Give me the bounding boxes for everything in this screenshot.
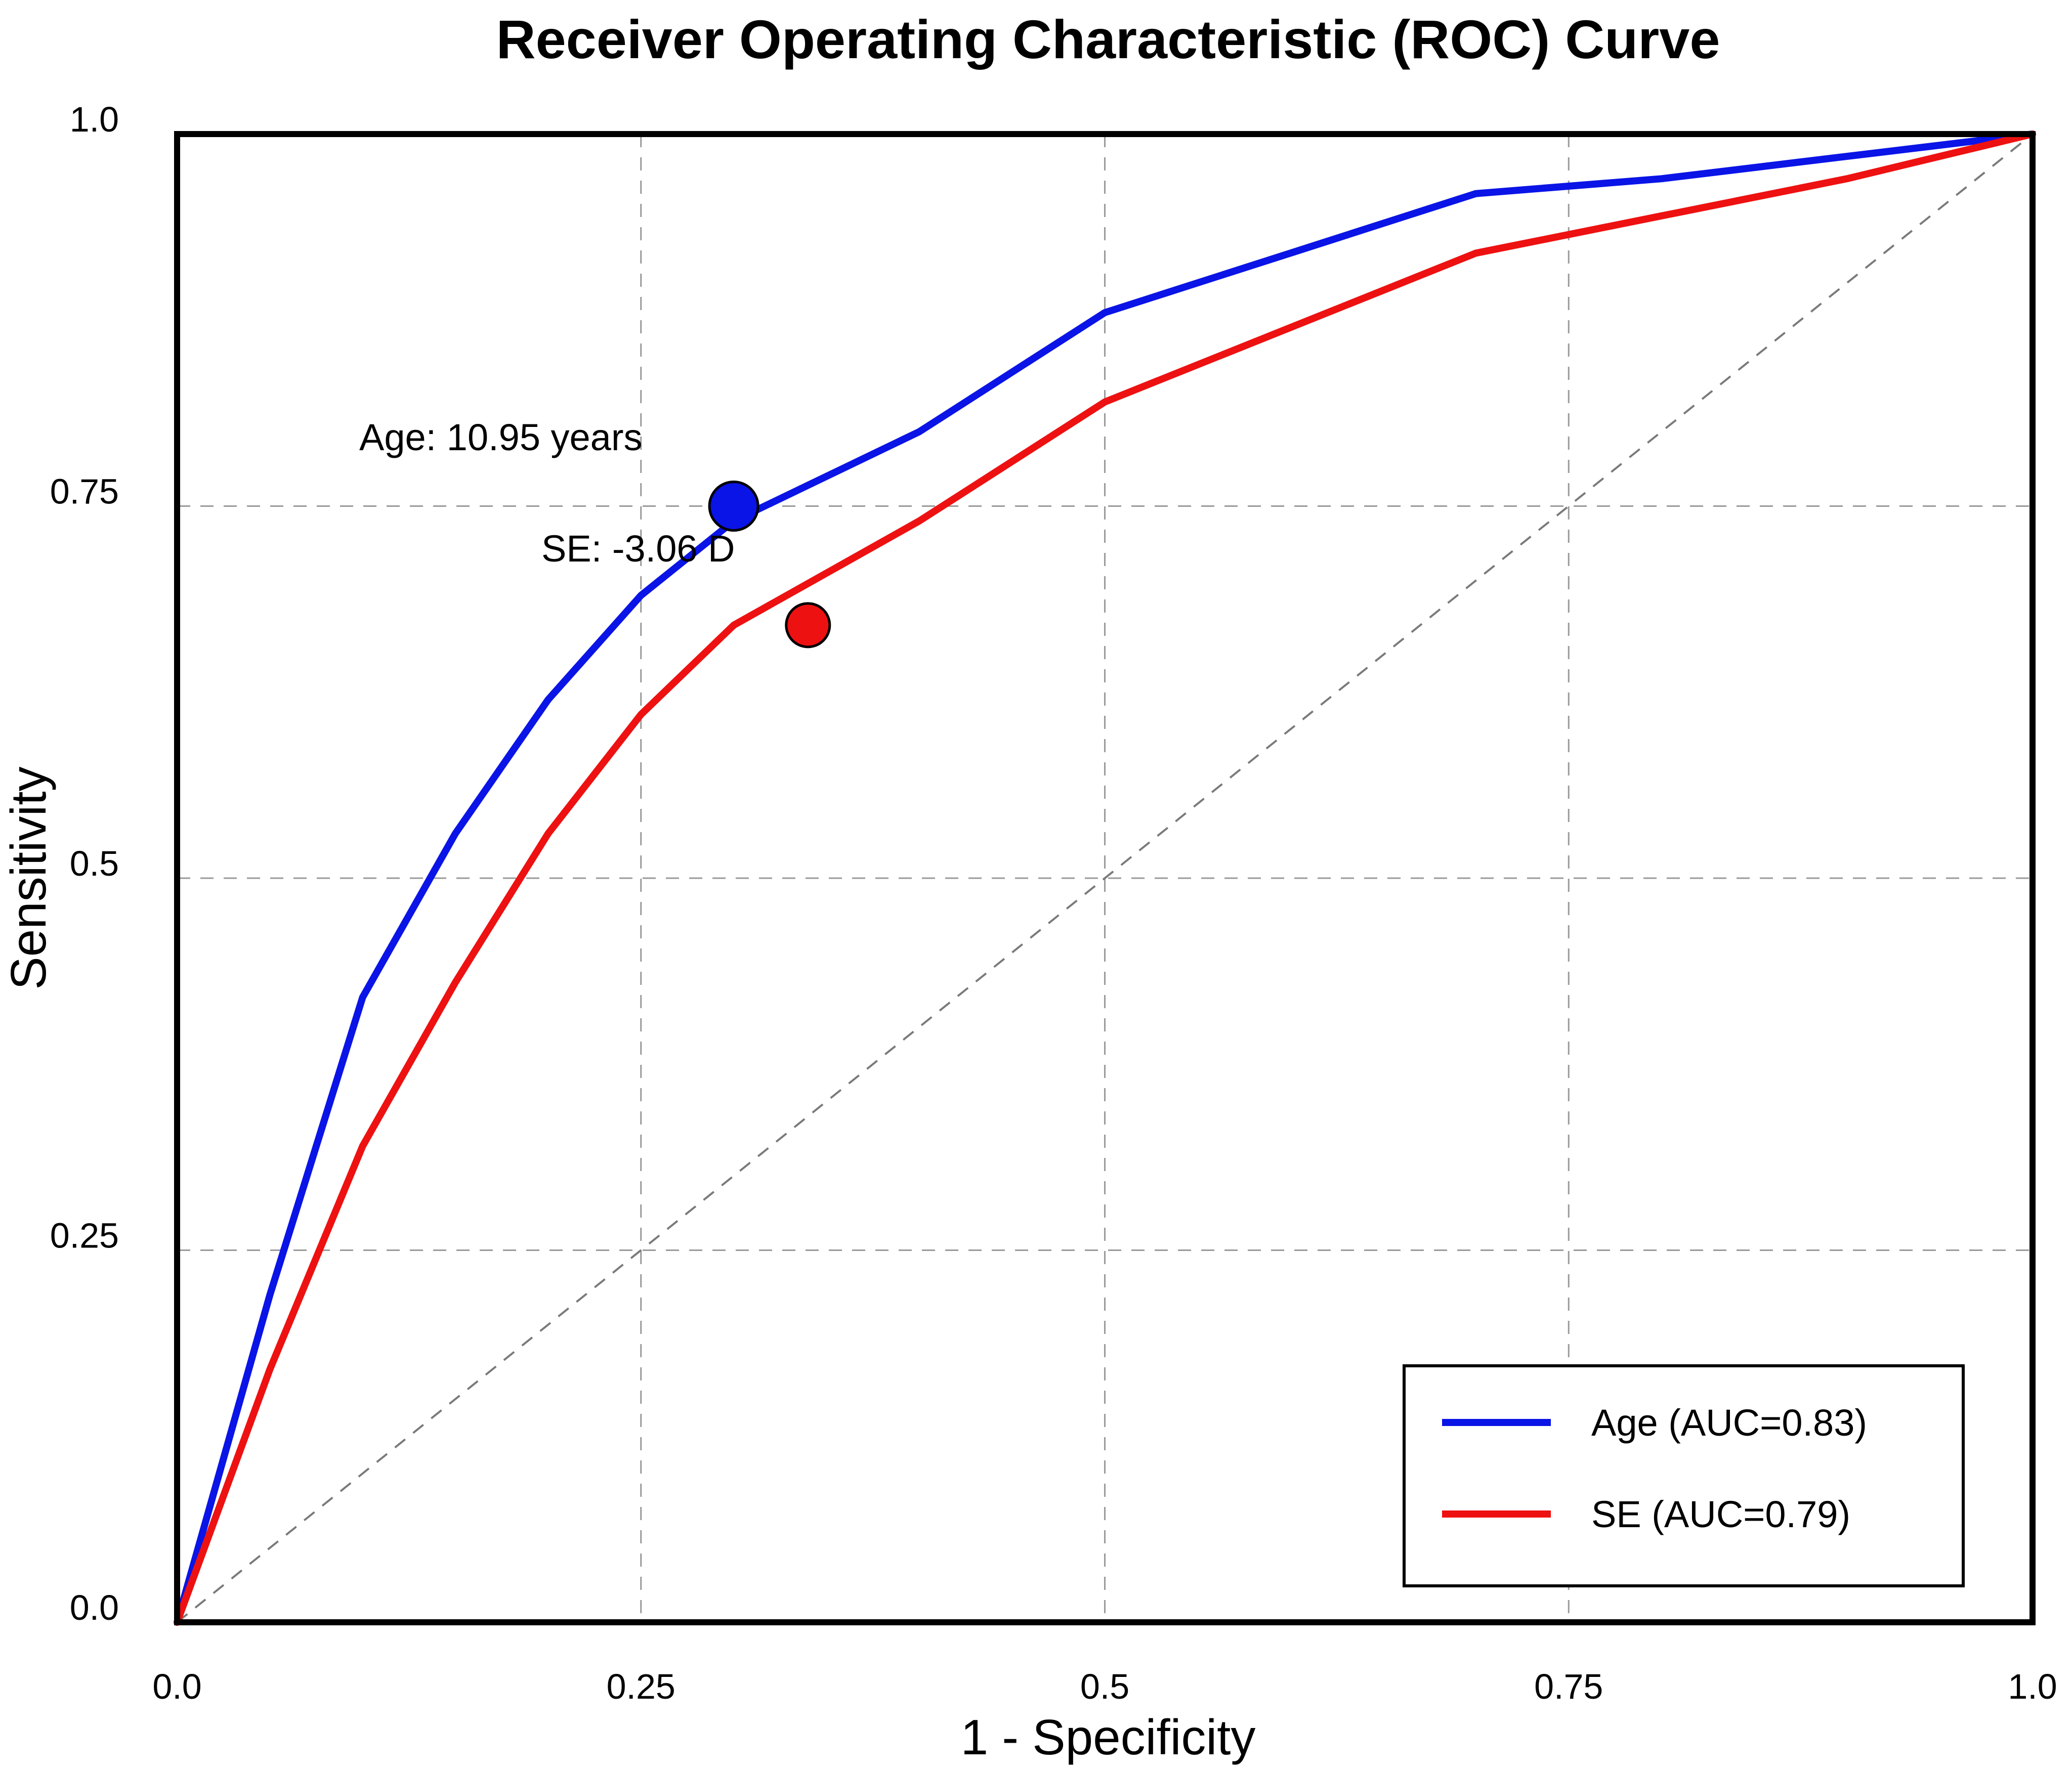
x-tick-label: 0.5: [1080, 1667, 1129, 1706]
legend-label-age: Age (AUC=0.83): [1591, 1402, 1867, 1444]
x-tick-label: 0.25: [607, 1667, 675, 1706]
y-tick-label: 0.75: [50, 472, 119, 511]
annotation-se-cutoff: SE: -3.06 D: [541, 528, 735, 570]
x-tick-labels: 0.0 0.25 0.5 0.75 1.0: [152, 1667, 2057, 1706]
cutoff-point-age: [708, 481, 759, 532]
y-tick-label: 1.0: [70, 100, 119, 139]
annotation-age-cutoff: Age: 10.95 years: [359, 416, 642, 458]
legend-box: [1403, 1364, 1965, 1587]
roc-curve-age: [174, 131, 2036, 1626]
x-axis-label: 1 - Specificity: [961, 1709, 1256, 1765]
legend-label-se: SE (AUC=0.79): [1591, 1493, 1850, 1535]
roc-curve-se: [174, 131, 2036, 1626]
y-tick-label: 0.25: [50, 1216, 119, 1256]
x-tick-label: 0.75: [1534, 1667, 1603, 1706]
cutoff-point-se: [785, 602, 831, 649]
x-tick-label: 1.0: [2008, 1667, 2057, 1706]
roc-curves: [174, 131, 2036, 1626]
x-tick-label: 0.0: [152, 1667, 201, 1706]
legend: Age (AUC=0.83) SE (AUC=0.79): [1403, 1364, 1965, 1587]
plot-frame: [174, 131, 2036, 1625]
y-tick-label: 0.5: [70, 844, 119, 883]
y-axis-label: Sensitivity: [1, 766, 56, 989]
y-tick-labels: 0.0 0.25 0.5 0.75 1.0: [50, 100, 119, 1627]
y-tick-label: 0.0: [70, 1588, 119, 1627]
chart-title: Receiver Operating Characteristic (ROC) …: [496, 9, 1720, 70]
reference-diagonal: [176, 133, 2034, 1623]
